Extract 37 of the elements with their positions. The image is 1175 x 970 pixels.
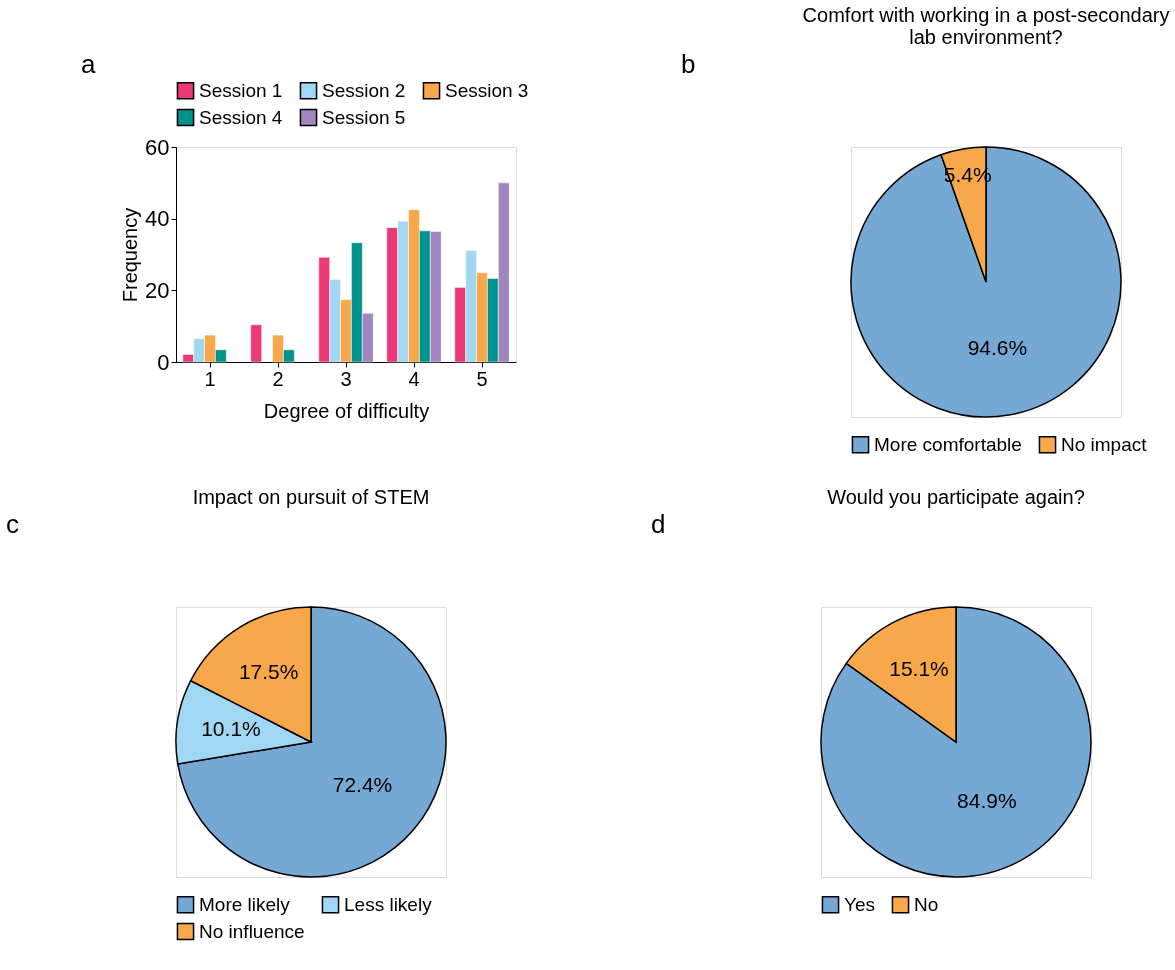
y-tick-label: 60 xyxy=(145,134,170,160)
legend-label: Less likely xyxy=(344,893,433,915)
legend-label: Session 4 xyxy=(199,106,283,128)
x-tick-label: 3 xyxy=(340,367,352,390)
chart-title: Comfort with working in a post-secondary lab environment? xyxy=(802,4,1170,48)
x-tick-label: 2 xyxy=(272,367,284,390)
text: c xyxy=(6,509,19,539)
legend-label: Yes xyxy=(844,893,875,915)
y-axis-title: Frequency xyxy=(119,207,142,303)
y-tick-label: 20 xyxy=(145,277,170,303)
legend-label: No impact xyxy=(1061,433,1148,455)
legend-label: More likely xyxy=(199,893,291,915)
data-label: 10.1% xyxy=(201,716,261,740)
chart-title: Impact on pursuit of STEM xyxy=(192,486,430,508)
y-tick-label: 0 xyxy=(157,349,170,375)
legend-label: Session 1 xyxy=(199,79,283,101)
legend-label: No influence xyxy=(199,920,305,942)
text: a xyxy=(81,49,96,79)
data-label: 17.5% xyxy=(238,659,299,683)
bar xyxy=(250,324,262,363)
data-label: 15.1% xyxy=(889,656,949,680)
legend-label: More comfortable xyxy=(874,433,1022,455)
y-tick-label: 40 xyxy=(145,206,170,232)
text: d xyxy=(651,509,666,539)
legend-label: No xyxy=(914,893,939,915)
data-label: 94.6% xyxy=(967,335,1028,359)
data-label: 72.4% xyxy=(332,772,393,796)
x-tick-label: 5 xyxy=(476,367,488,390)
text: b xyxy=(681,49,696,79)
x-tick-label: 1 xyxy=(204,367,216,390)
data-label: 84.9% xyxy=(957,789,1017,813)
x-axis-title: Degree of difficulty xyxy=(263,399,430,422)
legend-label: Session 2 xyxy=(322,79,406,101)
legend-label: Session 5 xyxy=(322,106,406,128)
legend-label: Session 3 xyxy=(445,79,529,101)
x-tick-label: 4 xyxy=(408,367,420,390)
chart-title: Would you participate again? xyxy=(827,486,1085,508)
